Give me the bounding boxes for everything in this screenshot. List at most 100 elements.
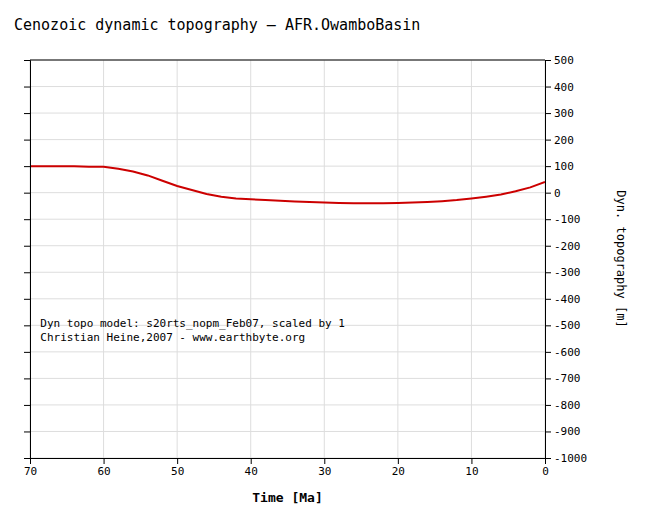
y-tick-label: 200 [554, 134, 574, 147]
y-tick-mark [24, 405, 30, 406]
y-tick-label: -800 [554, 399, 581, 412]
y-tick: -1000 [545, 452, 587, 465]
grid-line-y [30, 351, 545, 352]
y-tick-mark [545, 60, 551, 61]
y-tick: -800 [545, 399, 581, 412]
y-tick-mark [545, 193, 551, 194]
y-tick-label: -400 [554, 293, 581, 306]
y-tick-left [24, 87, 30, 88]
y-tick-mark [545, 352, 551, 353]
y-tick-label: 400 [554, 81, 574, 94]
x-tick: 30 [318, 458, 331, 478]
x-tick-label: 20 [392, 465, 405, 478]
annotation: Dyn topo model: s20rts_nopm_Feb07, scale… [40, 317, 345, 330]
x-tick: 60 [97, 458, 110, 478]
data-line [30, 166, 545, 203]
y-tick: -200 [545, 240, 581, 253]
y-tick-mark [24, 113, 30, 114]
x-tick-mark [104, 458, 105, 464]
y-tick-mark [545, 246, 551, 247]
y-tick-label: -100 [554, 213, 581, 226]
y-tick-mark [545, 431, 551, 432]
y-tick-label: -600 [554, 346, 581, 359]
x-tick: 0 [542, 458, 549, 478]
y-tick-mark [545, 378, 551, 379]
x-tick-label: 50 [171, 465, 184, 478]
y-axis-title: Dyn. topography [m] [614, 190, 628, 327]
y-tick-left [24, 458, 30, 459]
grid-line-y [30, 431, 545, 432]
y-tick-mark [24, 60, 30, 61]
x-axis-title: Time [Ma] [252, 490, 322, 505]
x-tick: 10 [465, 458, 478, 478]
y-tick-label: 0 [554, 187, 561, 200]
grid-line-x [103, 60, 104, 458]
y-tick-mark [545, 458, 551, 459]
grid-line-y [30, 272, 545, 273]
y-tick-mark [24, 166, 30, 167]
grid-line-x [250, 60, 251, 458]
y-tick-mark [24, 87, 30, 88]
y-tick-mark [545, 272, 551, 273]
y-tick-mark [24, 378, 30, 379]
y-tick-mark [24, 219, 30, 220]
y-tick-left [24, 113, 30, 114]
x-tick-label: 0 [542, 465, 549, 478]
x-tick: 20 [392, 458, 405, 478]
grid-line-y [30, 245, 545, 246]
y-tick-mark [24, 325, 30, 326]
x-tick-mark [177, 458, 178, 464]
grid-line-y [30, 139, 545, 140]
grid-line-y [30, 298, 545, 299]
y-tick-label: 100 [554, 160, 574, 173]
y-tick: -100 [545, 213, 581, 226]
y-tick-left [24, 60, 30, 61]
data-layer [30, 166, 545, 203]
y-tick-left [24, 431, 30, 432]
chart: 7060504030201005004003002001000-100-200-… [0, 0, 645, 516]
y-tick-mark [24, 431, 30, 432]
x-tick-mark [251, 458, 252, 464]
y-tick-left [24, 193, 30, 194]
grid-line-x [397, 60, 398, 458]
y-tick-mark [24, 246, 30, 247]
y-tick-label: -1000 [554, 452, 587, 465]
y-tick-left [24, 272, 30, 273]
y-tick-mark [545, 299, 551, 300]
y-axis-left [24, 61, 31, 459]
y-tick-mark [545, 219, 551, 220]
grid-line-y [30, 404, 545, 405]
plot-area: 7060504030201005004003002001000-100-200-… [24, 54, 587, 478]
axis-line [31, 459, 546, 465]
grid [30, 60, 545, 458]
y-tick-left [24, 405, 30, 406]
grid-line-y [30, 113, 545, 114]
axis-line [24, 61, 31, 459]
y-tick: -600 [545, 346, 581, 359]
y-tick: -300 [545, 266, 581, 279]
x-tick-mark [398, 458, 399, 464]
y-tick-label: -300 [554, 266, 581, 279]
y-tick-mark [24, 352, 30, 353]
y-tick-left [24, 299, 30, 300]
x-tick-mark [324, 458, 325, 464]
y-axis-right: 5004003002001000-100-200-300-400-500-600… [545, 54, 587, 465]
y-tick-left [24, 140, 30, 141]
y-tick-mark [545, 140, 551, 141]
y-tick-label: -700 [554, 372, 581, 385]
x-tick-label: 40 [245, 465, 258, 478]
y-tick: 0 [545, 187, 561, 200]
y-tick-mark [24, 193, 30, 194]
y-tick-mark [545, 113, 551, 114]
axis-line [546, 61, 552, 459]
y-tick-mark [545, 87, 551, 88]
x-tick-label: 60 [97, 465, 110, 478]
y-tick-label: 300 [554, 107, 574, 120]
y-tick: -900 [545, 425, 581, 438]
grid-line-y [30, 192, 545, 193]
y-tick-mark [24, 458, 30, 459]
grid-line-x [471, 60, 472, 458]
grid-line-y [30, 219, 545, 220]
x-tick-label: 70 [24, 465, 37, 478]
y-tick-mark [24, 140, 30, 141]
